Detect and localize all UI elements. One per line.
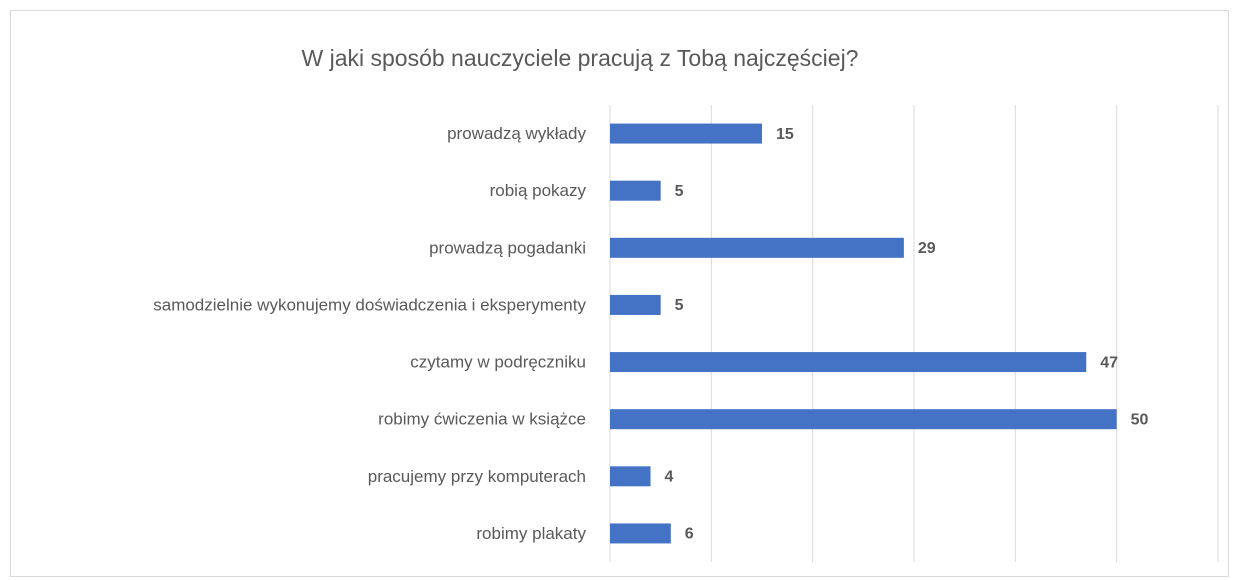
y-tick-label: prowadzą wykłady	[447, 124, 586, 143]
bar	[610, 523, 671, 544]
bar	[610, 466, 651, 487]
bar	[610, 237, 904, 258]
data-label: 5	[675, 297, 684, 314]
y-tick-label: robią pokazy	[490, 181, 587, 200]
data-label: 47	[1100, 354, 1118, 371]
bar	[610, 123, 762, 144]
y-tick-label: prowadzą pogadanki	[429, 238, 586, 257]
data-label: 6	[685, 526, 694, 543]
bar	[610, 294, 661, 315]
data-label: 29	[918, 240, 936, 257]
y-tick-label: samodzielnie wykonujemy doświadczenia i …	[153, 295, 586, 314]
y-tick-label: robimy ćwiczenia w książce	[378, 410, 586, 429]
data-label: 50	[1131, 411, 1149, 428]
y-tick-label: czytamy w podręczniku	[410, 353, 586, 372]
y-tick-label: pracujemy przy komputerach	[368, 467, 586, 486]
bar	[610, 180, 661, 201]
bar	[610, 352, 1087, 373]
chart-title: W jaki sposób nauczyciele pracują z Tobą…	[302, 45, 859, 71]
y-tick-label: robimy plakaty	[476, 524, 586, 543]
data-label: 5	[675, 183, 684, 200]
data-label: 15	[776, 126, 794, 143]
data-label: 4	[665, 469, 674, 486]
bar	[610, 409, 1117, 430]
chart-frame	[10, 10, 1229, 577]
